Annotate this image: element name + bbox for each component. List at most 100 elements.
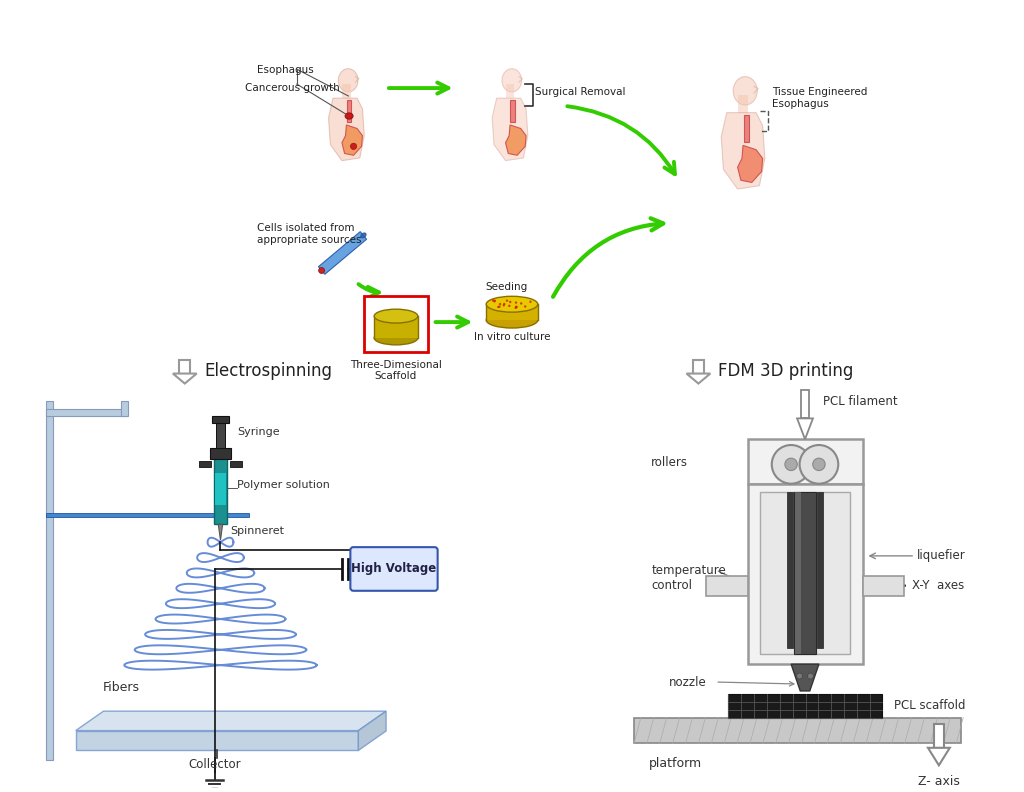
Circle shape — [499, 303, 502, 305]
Circle shape — [492, 299, 495, 302]
Bar — [794, 492, 816, 654]
Polygon shape — [506, 125, 526, 155]
Bar — [46, 409, 127, 417]
Text: Electrospinning: Electrospinning — [205, 362, 333, 379]
Polygon shape — [721, 112, 765, 189]
Text: Esophagus: Esophagus — [257, 65, 314, 75]
Polygon shape — [342, 125, 362, 155]
Polygon shape — [797, 418, 813, 440]
Text: platform: platform — [649, 757, 702, 770]
Bar — [934, 724, 944, 748]
Bar — [761, 492, 850, 654]
Bar — [748, 484, 862, 664]
Circle shape — [499, 306, 501, 308]
Text: temperature
control: temperature control — [651, 564, 726, 592]
Circle shape — [503, 304, 505, 307]
Circle shape — [808, 673, 813, 679]
Bar — [510, 100, 515, 122]
Polygon shape — [358, 711, 386, 751]
Bar — [486, 304, 538, 320]
Text: In vitro culture: In vitro culture — [474, 332, 550, 342]
Text: Cancerous growth: Cancerous growth — [246, 83, 340, 93]
Circle shape — [785, 459, 798, 470]
Bar — [795, 492, 801, 654]
Polygon shape — [493, 98, 527, 161]
Text: Seeding: Seeding — [485, 282, 527, 292]
Circle shape — [508, 305, 511, 307]
Circle shape — [503, 303, 506, 305]
Text: Z- axis: Z- axis — [918, 775, 959, 788]
Bar — [347, 100, 351, 122]
Text: Collector: Collector — [188, 758, 241, 771]
Circle shape — [498, 306, 500, 308]
Bar — [802, 390, 809, 418]
Bar — [46, 513, 249, 517]
Circle shape — [350, 143, 356, 150]
Bar — [506, 84, 514, 98]
Text: rollers: rollers — [651, 456, 688, 469]
Ellipse shape — [338, 69, 358, 92]
Bar — [693, 360, 703, 374]
Bar — [374, 316, 418, 338]
Circle shape — [509, 301, 511, 303]
Bar — [862, 576, 904, 596]
Circle shape — [772, 445, 810, 484]
Bar — [634, 718, 962, 744]
Circle shape — [800, 445, 839, 484]
Text: Syringe: Syringe — [238, 427, 280, 437]
Polygon shape — [737, 146, 763, 182]
Text: X-Y  axes: X-Y axes — [912, 579, 965, 592]
Circle shape — [520, 303, 522, 305]
Bar — [342, 84, 351, 98]
Text: Three-Dimesional
Scaffold: Three-Dimesional Scaffold — [350, 360, 442, 381]
Text: Cells isolated from
appropriate sources: Cells isolated from appropriate sources — [257, 223, 361, 245]
Polygon shape — [686, 374, 711, 383]
Ellipse shape — [733, 77, 757, 105]
Text: FDM 3D printing: FDM 3D printing — [718, 362, 854, 379]
Bar — [728, 694, 882, 718]
Circle shape — [506, 299, 508, 302]
Circle shape — [318, 268, 325, 273]
Bar — [216, 421, 224, 448]
Bar — [706, 576, 748, 596]
FancyBboxPatch shape — [365, 296, 428, 352]
Bar — [121, 402, 128, 417]
Ellipse shape — [374, 309, 418, 323]
Text: PCL scaffold: PCL scaffold — [894, 699, 966, 712]
Bar — [179, 360, 190, 374]
Polygon shape — [76, 711, 386, 730]
Bar — [46, 402, 53, 760]
Ellipse shape — [345, 113, 353, 119]
Text: Tissue Engineered
Esophagus: Tissue Engineered Esophagus — [772, 87, 867, 109]
Circle shape — [515, 306, 517, 308]
Bar — [214, 457, 227, 524]
Circle shape — [494, 299, 496, 302]
Circle shape — [515, 302, 517, 304]
Circle shape — [494, 300, 496, 303]
Circle shape — [797, 673, 803, 679]
Bar — [210, 448, 230, 459]
Bar — [199, 462, 211, 466]
Bar — [737, 95, 749, 112]
Ellipse shape — [486, 312, 538, 328]
Circle shape — [813, 459, 825, 470]
Bar — [230, 462, 243, 466]
Bar — [743, 115, 749, 142]
Bar — [748, 440, 862, 484]
Polygon shape — [318, 231, 367, 274]
FancyBboxPatch shape — [350, 547, 437, 591]
Polygon shape — [792, 664, 819, 691]
Circle shape — [524, 305, 526, 307]
Text: nozzle: nozzle — [669, 676, 707, 688]
Text: Fibers: Fibers — [102, 681, 140, 694]
Text: High Voltage: High Voltage — [351, 562, 436, 576]
Text: PCL filament: PCL filament — [823, 395, 897, 408]
Polygon shape — [329, 98, 365, 161]
Bar — [817, 492, 823, 649]
Polygon shape — [928, 748, 950, 765]
Bar — [215, 473, 226, 505]
Text: Surgical Removal: Surgical Removal — [535, 87, 626, 97]
Polygon shape — [76, 730, 358, 751]
Ellipse shape — [502, 69, 521, 92]
Text: liquefier: liquefier — [918, 550, 966, 562]
